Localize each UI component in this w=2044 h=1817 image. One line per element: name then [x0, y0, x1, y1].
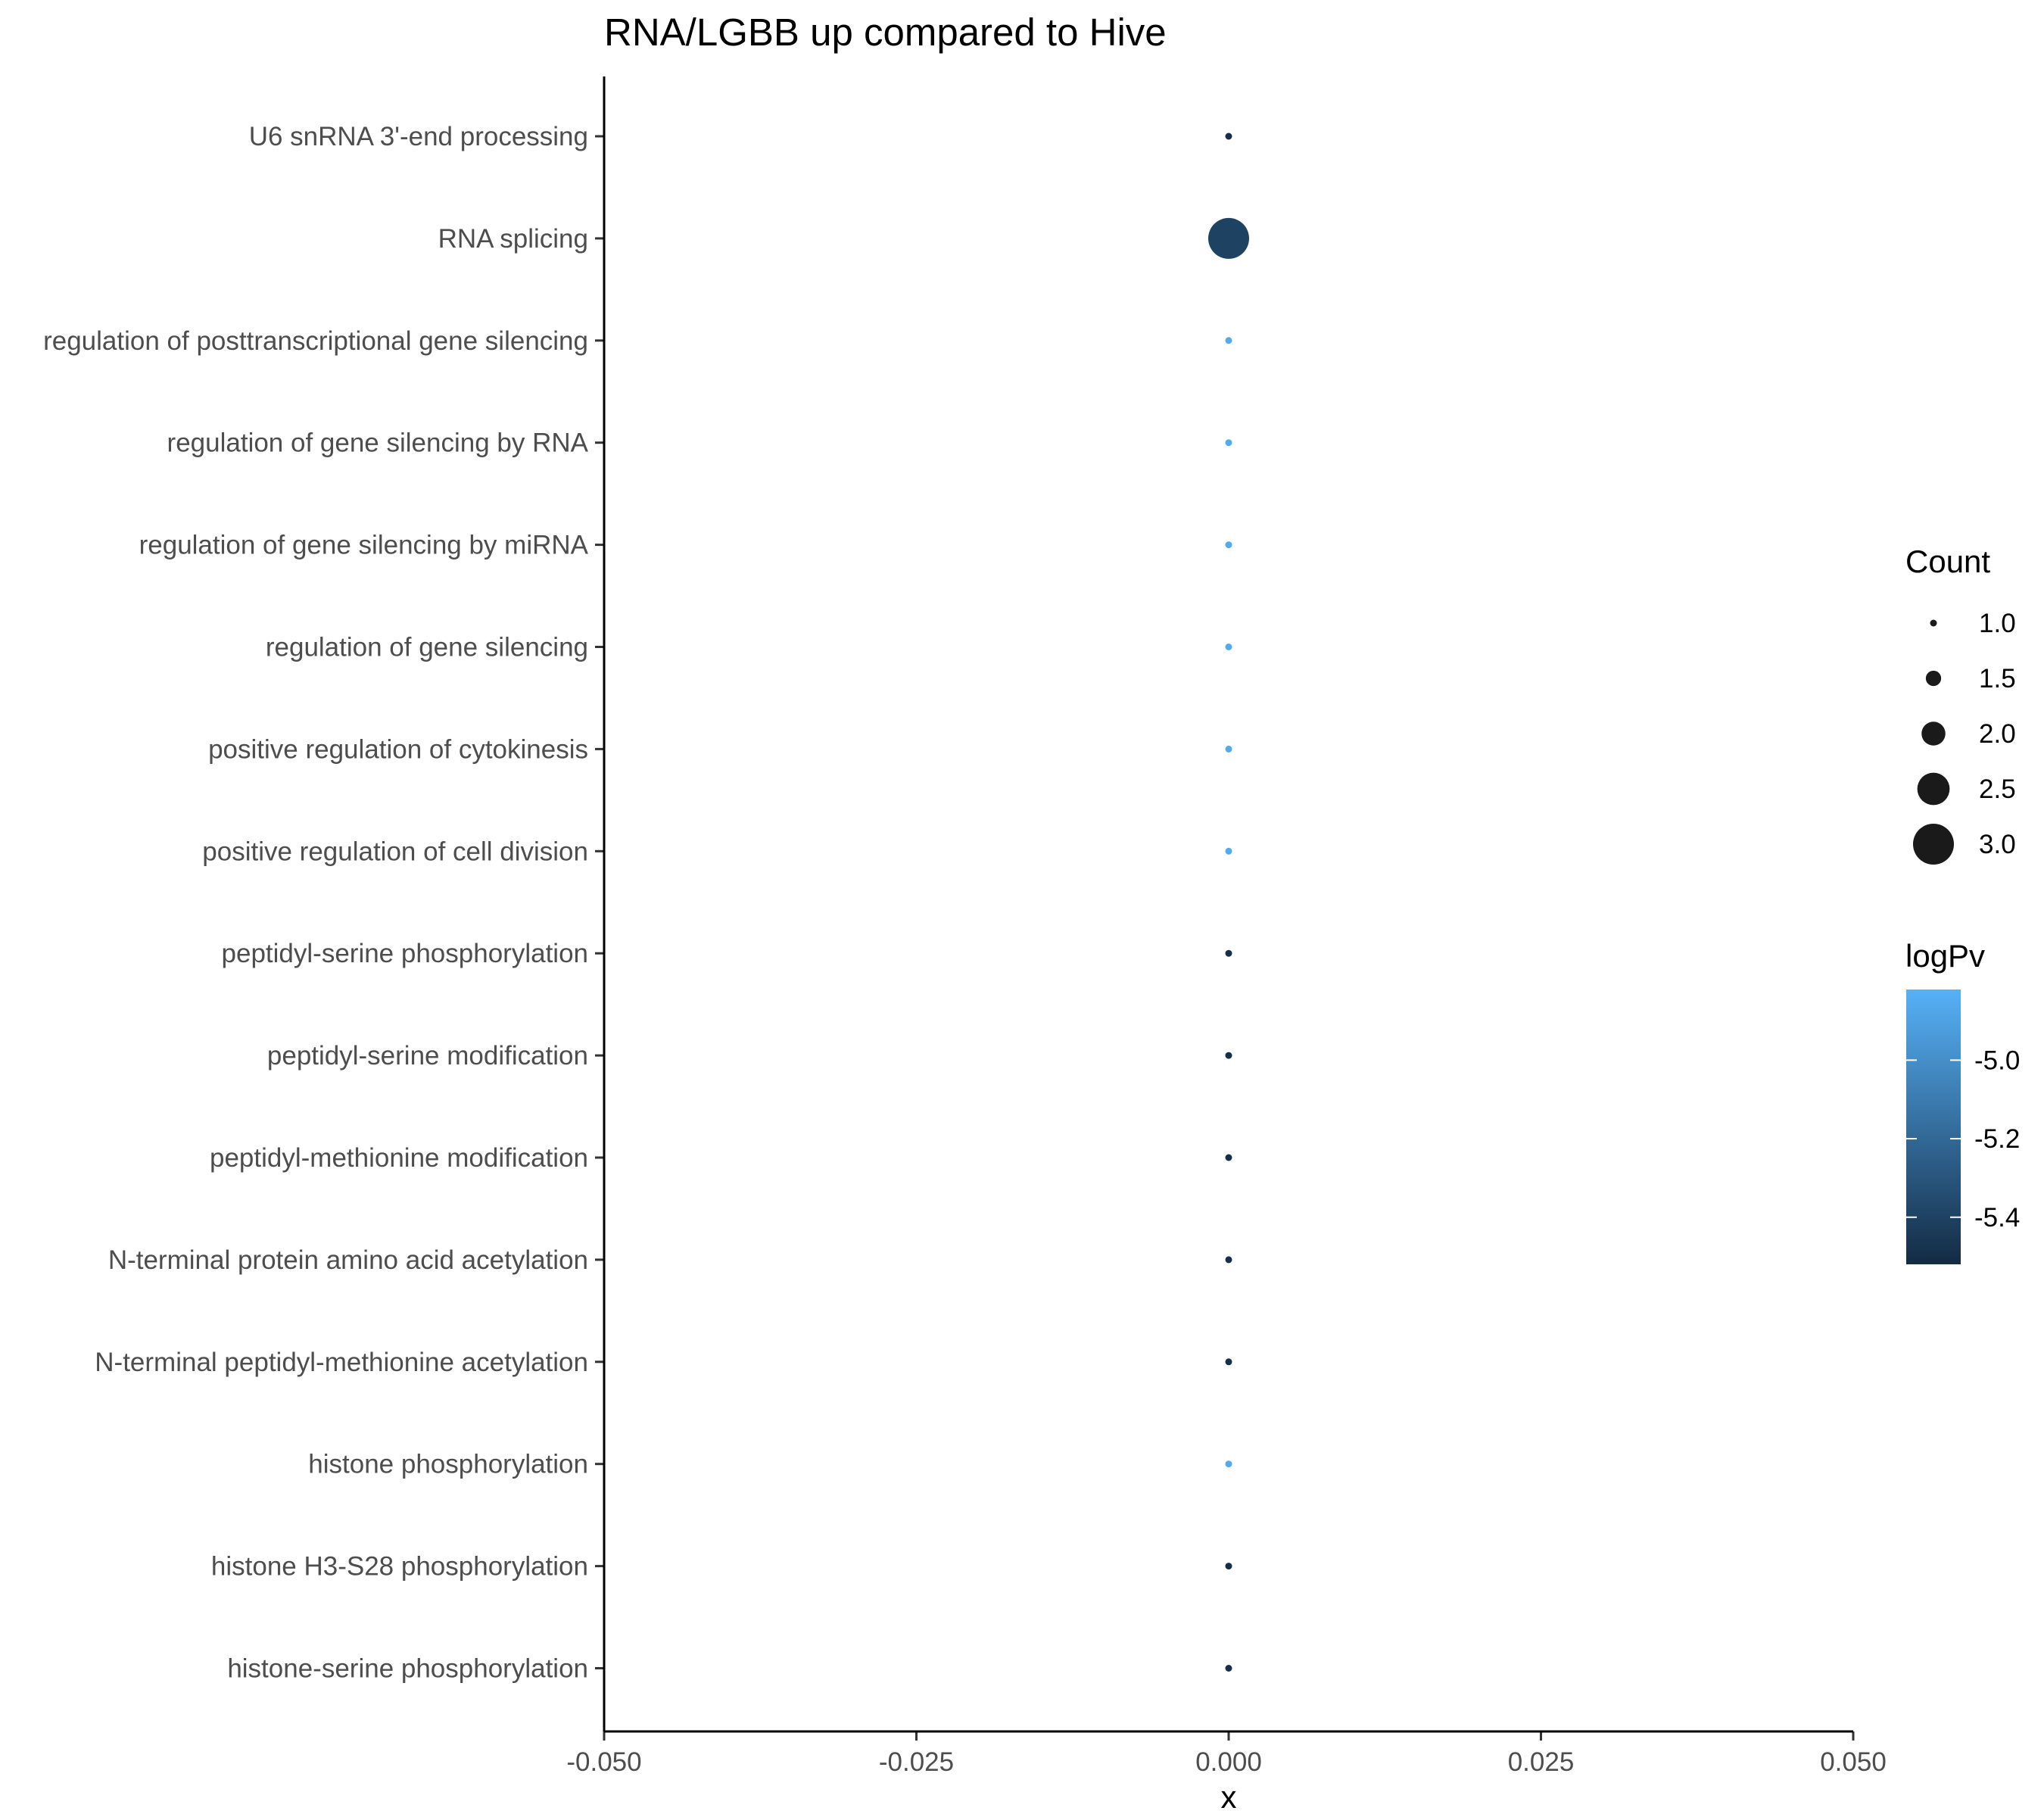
- size-legend-title: Count: [1905, 544, 1990, 579]
- data-point: [1225, 949, 1232, 957]
- y-axis-labels: U6 snRNA 3'-end processing RNA splicing re…: [43, 122, 589, 1684]
- chart-title: RNA/LGBB up compared to Hive: [604, 11, 1167, 54]
- size-legend-key: [1925, 670, 1942, 687]
- data-point: [1225, 132, 1232, 140]
- color-legend-bar: [1906, 990, 1961, 1264]
- color-legend-title: logPv: [1905, 938, 1985, 974]
- data-point: [1225, 337, 1232, 344]
- size-legend-key: [1913, 824, 1954, 865]
- y-axis-ticks: [595, 135, 604, 1669]
- x-tick-label: 0.000: [1195, 1747, 1262, 1777]
- y-tick-label: U6 snRNA 3'-end processing: [249, 122, 588, 151]
- size-legend-key: [1930, 619, 1937, 627]
- y-tick-label: positive regulation of cytokinesis: [208, 734, 588, 764]
- data-points: [1208, 132, 1249, 1672]
- x-tick-label: 0.050: [1820, 1747, 1887, 1777]
- data-point: [1225, 847, 1232, 855]
- data-point: [1225, 541, 1232, 549]
- x-tick-label: -0.025: [879, 1747, 954, 1777]
- data-point: [1225, 1563, 1232, 1570]
- y-tick-label: RNA splicing: [438, 224, 588, 254]
- size-legend-label: 2.5: [1979, 774, 2016, 804]
- size-legend-label: 1.0: [1979, 609, 2016, 638]
- x-axis-ticks: [603, 1731, 1855, 1741]
- y-tick-label: peptidyl-serine modification: [267, 1041, 588, 1071]
- y-tick-label: histone phosphorylation: [308, 1450, 588, 1479]
- y-tick-label: histone H3-S28 phosphorylation: [211, 1552, 588, 1582]
- x-tick-label: 0.025: [1508, 1747, 1575, 1777]
- x-axis-title: x: [1221, 1779, 1237, 1815]
- data-point: [1225, 439, 1232, 447]
- size-legend-label: 3.0: [1979, 830, 2016, 859]
- y-tick-label: histone-serine phosphorylation: [227, 1654, 588, 1684]
- x-tick-label: -0.050: [566, 1747, 641, 1777]
- size-legend-key: [1917, 772, 1950, 806]
- size-legend: 1.0 1.5 2.0 2.5 3.0: [1913, 609, 2016, 865]
- data-point: [1225, 745, 1232, 753]
- color-legend-label: -5.4: [1974, 1203, 2020, 1233]
- y-tick-label: regulation of gene silencing by miRNA: [139, 531, 589, 560]
- data-point: [1225, 644, 1232, 650]
- y-tick-label: peptidyl-methionine modification: [210, 1143, 588, 1173]
- y-tick-label: regulation of gene silencing: [266, 633, 588, 662]
- y-tick-label: regulation of posttranscriptional gene s…: [43, 326, 588, 356]
- size-legend-label: 1.5: [1979, 664, 2016, 693]
- y-tick-label: N-terminal peptidyl-methionine acetylati…: [95, 1348, 588, 1377]
- data-point: [1225, 1154, 1232, 1161]
- x-axis-labels: -0.050 -0.025 0.000 0.025 0.050: [566, 1747, 1886, 1777]
- y-tick-label: regulation of gene silencing by RNA: [167, 429, 589, 458]
- size-legend-key: [1921, 722, 1946, 746]
- data-point: [1225, 1358, 1232, 1366]
- data-point: [1225, 1256, 1232, 1264]
- data-point: [1208, 217, 1249, 259]
- data-point: [1225, 1460, 1232, 1468]
- y-tick-label: positive regulation of cell division: [202, 837, 588, 866]
- color-legend-ticks: -5.0 -5.2 -5.4: [1906, 1046, 2020, 1233]
- color-legend-label: -5.2: [1974, 1124, 2020, 1154]
- size-legend-label: 2.0: [1979, 719, 2016, 749]
- color-legend-label: -5.0: [1974, 1046, 2020, 1075]
- data-point: [1225, 1052, 1232, 1059]
- y-tick-label: N-terminal protein amino acid acetylatio…: [108, 1245, 588, 1275]
- y-tick-label: peptidyl-serine phosphorylation: [222, 939, 588, 968]
- data-point: [1225, 1665, 1232, 1672]
